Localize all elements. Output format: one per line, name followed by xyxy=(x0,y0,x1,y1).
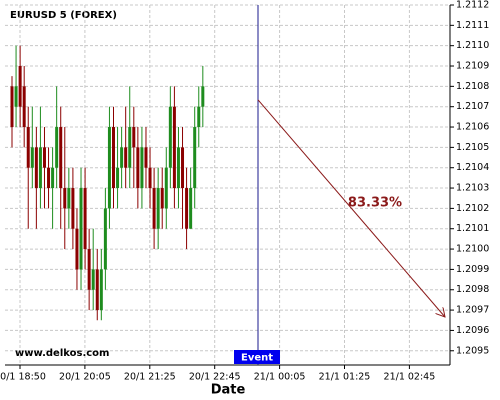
forecast-arrow xyxy=(257,99,445,317)
x-axis-title: Date xyxy=(211,383,246,398)
candle-body xyxy=(160,188,164,209)
y-tick-label: 1.2111 xyxy=(456,20,489,31)
candle-body xyxy=(176,147,180,189)
candle-body xyxy=(83,188,87,250)
candle-body xyxy=(120,147,124,168)
y-tick-label: 1.2097 xyxy=(456,305,489,316)
candle-body xyxy=(79,188,83,270)
x-tick-label: 20/1 22:45 xyxy=(189,372,241,383)
y-tick-label: 1.2105 xyxy=(456,142,489,153)
candle-body xyxy=(181,147,185,189)
candle-body xyxy=(71,188,75,229)
event-box xyxy=(234,350,280,364)
candle-body xyxy=(112,127,115,189)
candle-body xyxy=(156,188,160,229)
y-tick-label: 1.2106 xyxy=(456,122,489,133)
y-tick-label: 1.2108 xyxy=(456,81,489,92)
y-tick-label: 1.2103 xyxy=(456,183,489,194)
candle-body xyxy=(99,269,103,311)
candle-body xyxy=(172,106,176,189)
candle-body xyxy=(14,86,18,107)
y-tick-label: 1.2101 xyxy=(456,223,489,234)
y-tick-label: 1.2099 xyxy=(456,264,489,275)
candle-body xyxy=(87,249,91,290)
candle-body xyxy=(10,86,14,128)
y-tick-label: 1.2095 xyxy=(456,345,489,356)
candle-body xyxy=(107,127,111,209)
candle-body xyxy=(34,147,38,189)
y-tick-label: 1.2110 xyxy=(456,40,489,51)
event-label: Event xyxy=(241,353,273,364)
candle-body xyxy=(26,127,30,168)
candle-body xyxy=(116,167,120,189)
x-tick-label: 21/1 00:05 xyxy=(254,372,306,383)
candle-body xyxy=(95,269,99,311)
candle-body xyxy=(59,127,63,189)
candle-body xyxy=(140,147,144,189)
candle-body xyxy=(75,228,79,270)
candle-body xyxy=(42,147,46,168)
y-tick-label: 1.2102 xyxy=(456,203,489,214)
candle-body xyxy=(103,208,107,270)
candle-body xyxy=(22,86,26,128)
candle-body xyxy=(30,147,34,168)
candle-body xyxy=(91,269,95,290)
x-tick-label: 21/1 02:45 xyxy=(384,372,436,383)
candle-body xyxy=(136,147,140,189)
y-tick-label: 1.2109 xyxy=(456,61,489,72)
watermark: www.delkos.com xyxy=(15,348,109,359)
candle-body xyxy=(132,127,136,148)
candle-body xyxy=(47,167,51,189)
candle-body xyxy=(201,86,205,107)
candle-body xyxy=(67,188,71,209)
candle-body xyxy=(185,188,189,229)
candle-body xyxy=(38,147,42,189)
y-tick-label: 1.2098 xyxy=(456,284,489,295)
y-tick-label: 1.2096 xyxy=(456,325,489,336)
candle-body xyxy=(148,167,152,189)
candle-body xyxy=(63,188,67,209)
candle-body xyxy=(18,66,22,107)
candle-body xyxy=(193,127,197,189)
x-tick-label: 20/1 20:05 xyxy=(59,372,111,383)
candle-body xyxy=(55,127,59,168)
candle-body xyxy=(144,147,148,168)
candle-body xyxy=(124,147,128,168)
candle-body xyxy=(128,127,132,168)
y-tick-label: 1.2100 xyxy=(456,244,489,255)
candle-body xyxy=(51,167,55,189)
y-tick-label: 1.2112 xyxy=(456,0,489,11)
candle-body xyxy=(197,106,201,128)
x-tick-label: 20/1 21:25 xyxy=(124,372,176,383)
candle-body xyxy=(152,188,156,229)
y-tick-label: 1.2104 xyxy=(456,162,489,173)
chart-title: EURUSD 5 (FOREX) xyxy=(10,10,117,21)
x-tick-label: 21/1 01:25 xyxy=(319,372,371,383)
forecast-label: 83.33% xyxy=(348,196,402,211)
x-tick-label: 20/1 18:50 xyxy=(0,372,46,383)
candle-body xyxy=(168,106,172,168)
candle-body xyxy=(164,167,168,209)
y-tick-label: 1.2107 xyxy=(456,101,489,112)
candle-body xyxy=(189,188,193,229)
